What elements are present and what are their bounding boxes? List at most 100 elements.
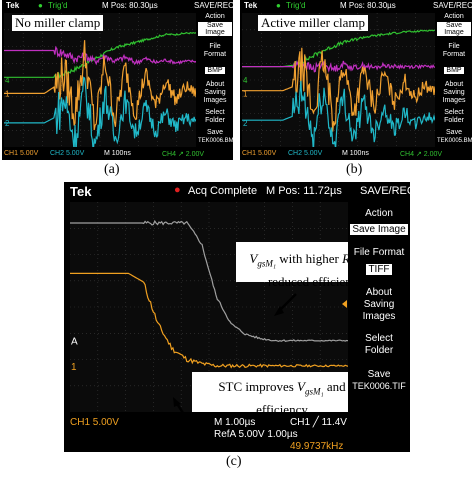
- marker-ch1: 1: [243, 89, 248, 98]
- trigger-icon: ●: [276, 1, 281, 10]
- panel-label: Active miller clamp: [258, 15, 368, 31]
- annotation-stc: STC improves VgsM₁ and efficiency: [192, 378, 372, 418]
- select-folder-button[interactable]: Select Folder: [444, 109, 464, 124]
- ch4-trigger: CH4 ↗ 2.00V: [162, 151, 205, 158]
- v-symbol: V: [249, 251, 258, 266]
- ch2-scale: CH2 5.00V: [288, 150, 323, 157]
- scope-a: Tek ● Trig'd M Pos: 80.30µs SAVE/REC 4 1 2…: [2, 0, 233, 160]
- select-folder-button[interactable]: Select Folder: [364, 333, 394, 356]
- about-saving-button[interactable]: About Saving Images: [442, 81, 466, 104]
- scope-a-plot: 4 1 2 No miller clamp: [4, 13, 196, 147]
- save-filename: TEK0006.TIF: [352, 381, 406, 391]
- series-ch1: [242, 47, 435, 132]
- series-ch3: [4, 45, 196, 66]
- save-filename: TEK0006.BMP: [198, 138, 233, 144]
- marker-refa: A: [71, 337, 78, 348]
- menu-label: SAVE/REC: [433, 1, 472, 10]
- scope-c-topbar: Tek ● Acq Complete M Pos: 11.72µs SAVE/R…: [64, 182, 410, 200]
- marker-ch4: 4: [243, 76, 248, 85]
- annotation-higher-rext: VgsM₁ with higher Rext and reduced effic…: [246, 250, 386, 290]
- annotation-text: reduced efficiency: [267, 273, 365, 289]
- scope-b-waveforms: 4 1 2: [242, 13, 435, 147]
- scope-c-menu: Action Save Image File Format TIFF About…: [350, 202, 408, 412]
- scope-a-bottombar: CH1 5.00V CH2 5.00V M 100ns CH4 ↗ 2.00V: [2, 148, 233, 160]
- annotation-text: and: [360, 251, 383, 266]
- action-title: Action: [365, 208, 393, 219]
- graticule: [70, 202, 348, 412]
- trigger-level-marker: [342, 300, 347, 308]
- save-title[interactable]: Save: [446, 129, 462, 136]
- arrow-top-head: [274, 306, 284, 316]
- annotation-box-bottom: [192, 372, 348, 412]
- menu-label: SAVE/REC: [194, 1, 233, 10]
- save-filename: TEK0005.BMP: [437, 138, 472, 144]
- file-format-value[interactable]: TIFF: [366, 264, 392, 275]
- v-subscript: gsM₁: [305, 386, 324, 397]
- series-ch1: [4, 40, 196, 131]
- mpos-label: M Pos: 11.72µs: [266, 185, 342, 197]
- save-image-button[interactable]: Save Image: [350, 224, 408, 235]
- marker-ch4: 4: [5, 76, 10, 85]
- scope-b-topbar: Tek ● Trig'd M Pos: 80.30µs SAVE/REC: [240, 0, 472, 12]
- ch1-scale: CH1 5.00V: [242, 150, 277, 157]
- scope-a-waveforms: 4 1 2: [4, 13, 196, 147]
- marker-ch2: 2: [243, 119, 248, 128]
- file-format-value[interactable]: BMP: [205, 67, 225, 74]
- series-ch1: [70, 272, 348, 369]
- ch1-scale: CH1 5.00V: [70, 417, 119, 428]
- file-format-title[interactable]: File Format: [203, 43, 227, 58]
- file-format-title[interactable]: File Format: [442, 43, 466, 58]
- select-folder-button[interactable]: Select Folder: [205, 109, 225, 124]
- brand-label: Tek: [70, 184, 92, 199]
- marker-ch1: 1: [71, 362, 77, 373]
- timebase: M 100ns: [342, 150, 369, 157]
- save-image-button[interactable]: Save Image: [198, 22, 232, 36]
- series-ch2: [4, 76, 196, 147]
- scope-c-bottombar: CH1 5.00V M 1.00µs CH1 ╱ 11.4V RefA 5.00…: [64, 414, 410, 452]
- ch1-trigger: CH1 ╱ 11.4V: [290, 417, 347, 428]
- series-refa: [70, 219, 348, 343]
- scope-c: Tek ● Acq Complete M Pos: 11.72µs SAVE/R…: [64, 182, 410, 452]
- ch2-scale: CH2 5.00V: [50, 150, 85, 157]
- scope-a-menu: Action Save Image File Format BMP About …: [198, 13, 233, 147]
- scope-b-bottombar: CH1 5.00V CH2 5.00V M 100ns CH4 ↗ 2.00V: [240, 148, 472, 160]
- refa-scale: RefA 5.00V 1.00µs: [214, 429, 298, 440]
- annotation-text: efficiency: [256, 401, 308, 417]
- marker-ch1: 1: [5, 89, 10, 98]
- timebase: M 1.00µs: [214, 417, 256, 428]
- status-label: Acq Complete: [188, 185, 258, 197]
- trigger-icon: ●: [38, 1, 43, 10]
- action-title: Action: [205, 13, 225, 20]
- v-subscript: gsM₁: [257, 258, 277, 269]
- menu-label: SAVE/REC: [360, 185, 410, 197]
- ch1-scale: CH1 5.00V: [4, 150, 39, 157]
- arrow-bottom-head: [173, 397, 181, 407]
- series-ch3: [242, 59, 435, 73]
- about-saving-button[interactable]: About Saving Images: [203, 81, 227, 104]
- status-label: Trig'd: [48, 1, 68, 10]
- panel-label: No miller clamp: [12, 15, 104, 31]
- annotation-text: STC improves: [218, 379, 298, 394]
- ch4-trigger: CH4 ↗ 2.00V: [400, 151, 443, 158]
- series-ch2: [242, 80, 435, 147]
- caption-b: (b): [346, 162, 363, 177]
- scope-c-waveforms: A1: [70, 202, 348, 412]
- brand-label: Tek: [244, 1, 258, 10]
- r-symbol: R: [342, 251, 351, 266]
- about-saving-button[interactable]: About Saving Images: [362, 287, 396, 322]
- file-format-title[interactable]: File Format: [353, 247, 405, 258]
- annotation-text: with higher: [276, 251, 343, 266]
- save-title[interactable]: Save: [207, 129, 223, 136]
- arrow-bottom: [174, 401, 184, 412]
- marker-ch2: 2: [5, 119, 10, 128]
- timebase: M 100ns: [104, 150, 131, 157]
- action-title: Action: [444, 13, 464, 20]
- file-format-value[interactable]: BMP: [444, 67, 464, 74]
- save-image-button[interactable]: Save Image: [437, 22, 471, 36]
- scope-b-plot: 4 1 2 Active miller clamp: [242, 13, 435, 147]
- acquire-stop-icon: ●: [174, 184, 181, 196]
- save-title[interactable]: Save: [367, 369, 391, 380]
- scope-a-topbar: Tek ● Trig'd M Pos: 80.30µs SAVE/REC: [2, 0, 233, 12]
- r-subscript: ext: [350, 258, 361, 269]
- mpos-label: M Pos: 80.30µs: [340, 1, 396, 10]
